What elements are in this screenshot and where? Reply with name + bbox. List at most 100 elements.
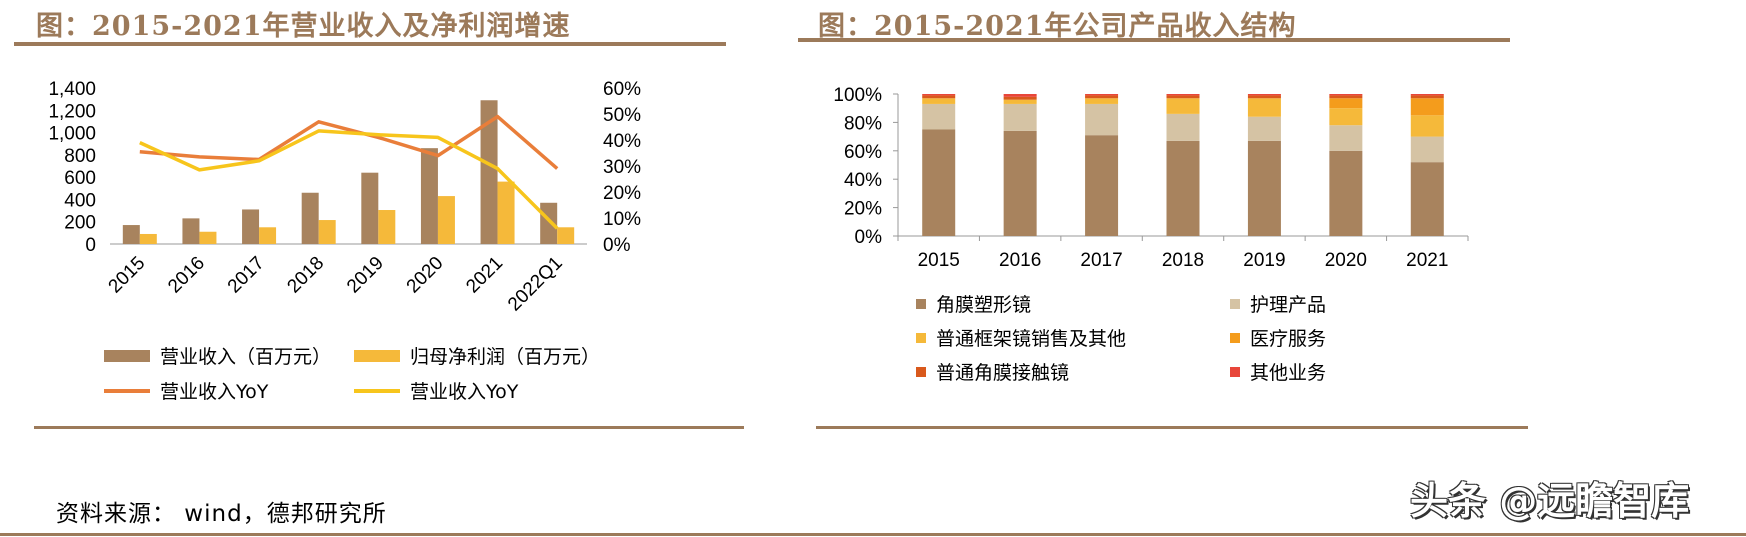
stacked-y-tick-label: 80% <box>844 113 882 134</box>
stacked-x-tick-label: 2019 <box>1243 250 1285 271</box>
left-chart-title: 图：2015-2021年营业收入及净利润增速 <box>36 11 571 42</box>
left-y-tick-label: 0 <box>85 235 96 256</box>
source-note: 资料来源： wind，德邦研究所 <box>56 501 387 527</box>
legend-item-care: 护理产品 <box>1230 290 1326 317</box>
legend-item-net-profit: 归母净利润（百万元） <box>354 342 600 369</box>
stacked-segment-5 <box>1085 95 1119 99</box>
stacked-segment-5 <box>1166 95 1200 99</box>
legend-item-revenue-yoy-yellow: 营业收入YoY <box>354 377 518 404</box>
legend-item-medical: 医疗服务 <box>1230 324 1326 351</box>
stacked-segment-1 <box>1003 130 1037 236</box>
right-y-tick-label: 0% <box>603 235 631 256</box>
left-title-rule <box>14 42 726 46</box>
legend-label-contact-lens: 普通角膜接触镜 <box>936 362 1070 384</box>
page-bottom-rule <box>0 533 1746 536</box>
net-profit-bar <box>437 196 455 244</box>
legend-swatch-care <box>1230 298 1240 309</box>
right-y-tick-label: 50% <box>603 105 641 126</box>
revenue-yoy-yellow-line <box>139 129 559 230</box>
revenue-bar <box>182 218 200 244</box>
stacked-segment-3 <box>1085 98 1119 104</box>
left-x-tick-label: 2018 <box>283 253 328 298</box>
left-x-tick-label: 2021 <box>462 253 507 298</box>
stacked-y-tick-label: 40% <box>844 170 882 191</box>
stacked-x-tick-label: 2016 <box>999 250 1041 271</box>
stacked-segment-3 <box>922 98 956 104</box>
right-chart-title: 图：2015-2021年公司产品收入结构 <box>818 11 1297 42</box>
left-y-tick-label: 600 <box>64 168 96 189</box>
legend-swatch-ortho-k <box>916 298 926 309</box>
left-x-tick-label: 2019 <box>343 253 388 298</box>
legend-item-ortho-k: 角膜塑形镜 <box>916 290 1031 317</box>
legend-swatch-revenue-yoy-orange <box>104 388 150 393</box>
legend-item-revenue-yoy-orange: 营业收入YoY <box>104 377 268 404</box>
legend-label-revenue-yoy-yellow: 营业收入YoY <box>410 381 519 403</box>
legend-swatch-frame-glasses <box>916 332 926 343</box>
net-profit-bar <box>259 227 277 244</box>
stacked-segment-2 <box>1410 136 1444 163</box>
left-x-tick-label: 2017 <box>224 253 269 298</box>
right-title-rule <box>798 38 1510 42</box>
stacked-y-tick-label: 100% <box>833 85 882 106</box>
revenue-bar <box>420 148 438 244</box>
stacked-x-tick-label: 2017 <box>1080 250 1122 271</box>
legend-label-other-business: 其他业务 <box>1250 362 1327 384</box>
stacked-segment-4 <box>1410 98 1444 116</box>
revenue-bar <box>540 202 558 244</box>
stacked-segment-3 <box>1166 98 1200 114</box>
stacked-segment-2 <box>1003 103 1037 131</box>
stacked-x-tick-label: 2021 <box>1406 250 1448 271</box>
stacked-segment-6 <box>1410 94 1444 96</box>
stacked-segment-6 <box>1166 94 1200 96</box>
stacked-segment-2 <box>1166 113 1200 141</box>
revenue-yoy-orange-line <box>139 114 559 170</box>
left-y-tick-label: 1,200 <box>48 101 96 122</box>
legend-label-revenue: 营业收入（百万元） <box>160 346 332 368</box>
revenue-bar <box>361 172 379 244</box>
net-profit-bar <box>139 233 157 244</box>
stacked-segment-3 <box>1247 98 1281 117</box>
revenue-bar <box>242 209 260 244</box>
legend-label-care: 护理产品 <box>1250 294 1327 316</box>
stacked-segment-1 <box>1247 140 1281 236</box>
stacked-x-tick-label: 2015 <box>918 250 960 271</box>
stacked-segment-1 <box>922 129 956 236</box>
stacked-x-tick-label: 2018 <box>1162 250 1204 271</box>
stacked-segment-2 <box>1085 103 1119 136</box>
legend-item-frame-glasses: 普通框架镜销售及其他 <box>916 324 1126 351</box>
stacked-segment-5 <box>1003 96 1037 100</box>
stacked-segment-6 <box>1247 94 1281 96</box>
net-profit-bar <box>318 220 336 244</box>
left-x-tick-label: 2020 <box>403 253 448 298</box>
stacked-y-tick-label: 0% <box>855 227 883 248</box>
right-y-tick-label: 30% <box>603 157 641 178</box>
net-profit-bar <box>557 227 575 244</box>
legend-swatch-net-profit <box>354 349 400 362</box>
stacked-segment-2 <box>922 103 956 130</box>
stacked-segment-3 <box>1003 99 1037 104</box>
left-x-tick-label: 2016 <box>164 253 209 298</box>
left-y-tick-label: 1,000 <box>48 124 96 145</box>
legend-item-contact-lens: 普通角膜接触镜 <box>916 358 1069 385</box>
legend-label-frame-glasses: 普通框架镜销售及其他 <box>936 328 1127 350</box>
legend-swatch-other-business <box>1230 366 1240 377</box>
stacked-segment-4 <box>1329 98 1363 109</box>
stacked-segment-5 <box>1247 95 1281 99</box>
stacked-segment-5 <box>1329 95 1363 99</box>
stacked-segment-1 <box>1329 150 1363 236</box>
revenue-bar <box>480 100 498 244</box>
stacked-segment-2 <box>1247 116 1281 141</box>
stacked-x-tick-label: 2020 <box>1325 250 1367 271</box>
legend-label-net-profit: 归母净利润（百万元） <box>410 346 601 368</box>
legend-swatch-revenue-yoy-yellow <box>354 388 400 393</box>
legend-label-medical: 医疗服务 <box>1250 328 1327 350</box>
right-y-tick-label: 40% <box>603 131 641 152</box>
revenue-bar <box>301 192 319 244</box>
legend-swatch-revenue <box>104 349 150 362</box>
right-y-tick-label: 60% <box>603 79 641 100</box>
net-profit-bar <box>199 231 217 244</box>
legend-label-revenue-yoy-orange: 营业收入YoY <box>160 381 269 403</box>
watermark: 头条 @远瞻智库 <box>1410 479 1690 523</box>
stacked-segment-1 <box>1410 162 1444 236</box>
stacked-segment-6 <box>922 94 956 96</box>
